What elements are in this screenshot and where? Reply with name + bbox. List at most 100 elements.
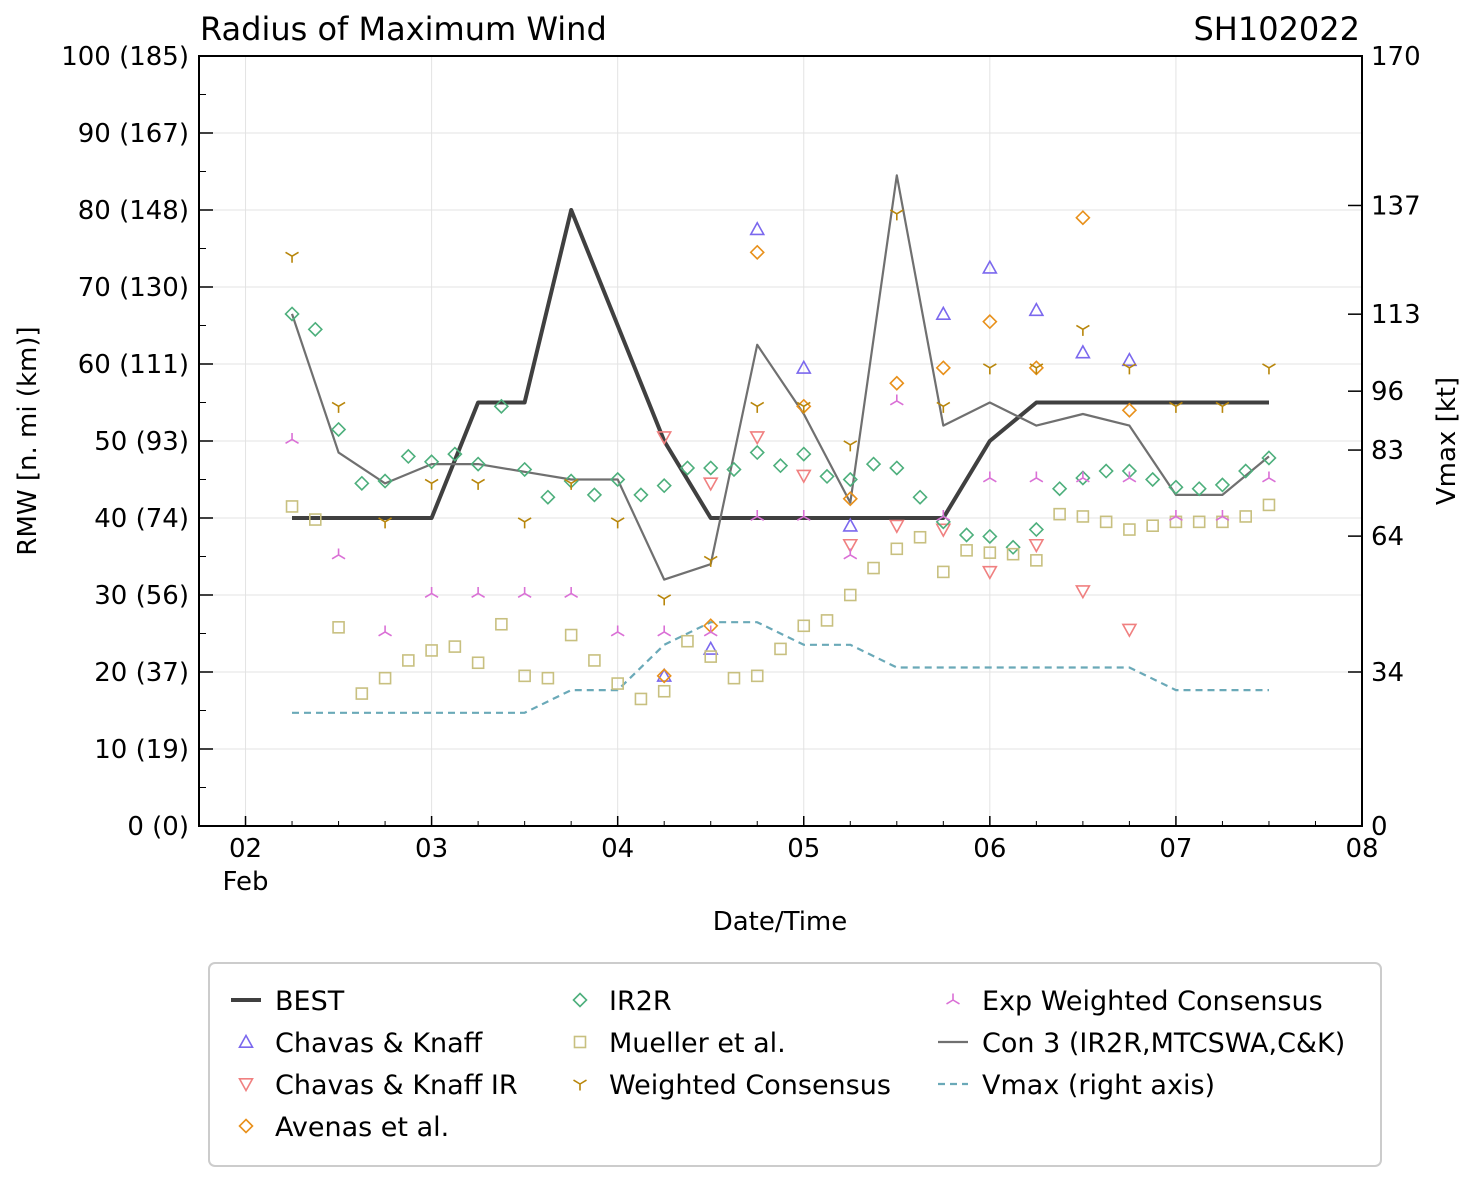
legend-items: BEST Chavas & Knaff Chavas & Knaff IR Avena… <box>231 986 1345 1143</box>
data-point-ir2r <box>889 460 905 476</box>
data-point-mueller-et-al <box>471 656 485 670</box>
data-point-exp-weighted-consensus <box>1169 509 1183 522</box>
data-point-exp-weighted-consensus <box>1262 471 1276 483</box>
data-point-ir2r <box>726 461 742 478</box>
data-point-weighted-consensus <box>796 401 811 413</box>
y-left-tick-label: 30 (56) <box>94 581 189 611</box>
series-line-vmax-right-axis <box>292 621 1269 714</box>
data-point-ir2r <box>865 456 882 472</box>
data-point-chavas-knaff-ir <box>749 431 766 446</box>
data-point-exp-weighted-consensus <box>843 548 858 560</box>
data-point-avenas-et-al <box>1075 210 1091 226</box>
data-point-chavas-knaff-ir <box>1075 585 1091 600</box>
data-point-mueller-et-al <box>1146 519 1159 533</box>
data-point-ir2r <box>912 489 928 505</box>
y-axis-right-label: Vmax [kt] <box>1432 377 1462 505</box>
y-axis-left-label: RMW [n. mi (km)] <box>13 326 43 555</box>
y-left-tick-label: 0 (0) <box>127 812 189 842</box>
data-point-exp-weighted-consensus <box>471 586 486 599</box>
data-point-exp-weighted-consensus <box>1215 509 1230 522</box>
x-tick-label: 02 <box>229 834 262 864</box>
data-point-mueller-et-al <box>750 669 764 683</box>
legend-label: Chavas & Knaff <box>275 1028 484 1059</box>
data-point-chavas-knaff <box>749 221 766 236</box>
data-point-mueller-et-al <box>425 644 438 657</box>
data-point-weighted-consensus <box>424 478 439 490</box>
data-point-mueller-et-al <box>1030 554 1043 567</box>
data-point-exp-weighted-consensus <box>378 625 392 637</box>
data-point-ir2r <box>1238 463 1254 479</box>
data-point-mueller-et-al <box>285 500 299 513</box>
legend: BEST Chavas & Knaff Chavas & Knaff IR Avena… <box>208 962 1382 1167</box>
data-point-chavas-knaff <box>981 259 998 274</box>
data-point-ir2r <box>819 468 835 485</box>
data-point-ir2r <box>1145 471 1161 488</box>
data-point-exp-weighted-consensus <box>703 625 718 637</box>
y-left-tick-label: 20 (37) <box>94 658 189 688</box>
data-point-weighted-consensus <box>378 517 392 529</box>
data-point-mueller-et-al <box>588 654 601 667</box>
data-point-weighted-consensus <box>936 401 951 413</box>
data-point-chavas-knaff-ir <box>981 565 998 581</box>
data-point-mueller-et-al <box>657 684 671 698</box>
series-chavas-knaff <box>656 221 1138 682</box>
data-point-weighted-consensus <box>1169 401 1183 413</box>
x-tick-sublabel: Feb <box>222 867 268 897</box>
y-left-tick-label: 60 (111) <box>78 350 189 380</box>
data-point-avenas-et-al <box>889 375 905 391</box>
data-point-ir2r <box>703 460 719 476</box>
data-point-mueller-et-al <box>355 687 369 700</box>
legend-item-chavas-knaff-ir: Chavas & Knaff IR <box>238 1070 518 1101</box>
data-point-ir2r <box>679 460 696 476</box>
data-point-ir2r <box>796 446 812 462</box>
y-right-tick-label: 34 <box>1371 658 1404 688</box>
legend-frame <box>208 962 1382 1167</box>
data-point-mueller-et-al <box>1192 515 1206 529</box>
legend-label: Mueller et al. <box>609 1028 786 1059</box>
legend-label: BEST <box>275 986 345 1017</box>
x-tick-label: 05 <box>787 834 820 864</box>
legend-swatch <box>238 1118 254 1134</box>
series-layer <box>284 174 1277 714</box>
data-point-weighted-consensus <box>889 209 904 221</box>
data-point-chavas-knaff-ir <box>1121 623 1138 638</box>
legend-item-best: BEST <box>231 986 345 1017</box>
data-point-mueller-et-al <box>727 671 741 685</box>
data-point-weighted-consensus <box>1215 401 1230 413</box>
data-point-mueller-et-al <box>1239 510 1252 523</box>
chart-title: Radius of Maximum Wind <box>200 10 607 48</box>
data-point-mueller-et-al <box>983 546 997 559</box>
x-axis-label: Date/Time <box>713 907 848 937</box>
data-point-exp-weighted-consensus <box>750 509 765 522</box>
storm-id: SH102022 <box>1193 10 1360 48</box>
data-point-chavas-knaff <box>656 667 673 682</box>
data-point-mueller-et-al <box>867 561 880 575</box>
data-point-mueller-et-al <box>843 588 857 602</box>
data-point-mueller-et-al <box>378 671 392 685</box>
series-line-best <box>292 208 1269 520</box>
data-point-mueller-et-al <box>634 692 648 706</box>
y-left-tick-label: 100 (185) <box>61 42 189 72</box>
data-point-ir2r <box>1051 481 1068 497</box>
data-point-chavas-knaff <box>1075 344 1091 359</box>
data-point-mueller-et-al <box>1123 523 1136 536</box>
data-point-mueller-et-al <box>774 642 787 656</box>
y-left-tick-label: 80 (148) <box>78 196 189 226</box>
legend-item-chavas-knaff: Chavas & Knaff <box>238 1028 484 1059</box>
y-left-tick-label: 70 (130) <box>78 273 189 303</box>
data-point-ir2r <box>284 306 300 322</box>
x-tick-label: 07 <box>1159 834 1192 864</box>
y-right-tick-label: 64 <box>1371 522 1404 552</box>
legend-item-exp-weighted-consensus: Exp Weighted Consensus <box>946 986 1323 1017</box>
y-left-tick-label: 40 (74) <box>94 504 189 534</box>
legend-swatch <box>238 1078 254 1093</box>
data-point-chavas-knaff-ir <box>1028 538 1045 554</box>
legend-item-con-3-ir2r-mtcswa-c-k: Con 3 (IR2R,MTCSWA,C&K) <box>938 1028 1345 1059</box>
data-point-ir2r <box>1005 539 1021 555</box>
data-point-mueller-et-al <box>1099 515 1113 529</box>
data-point-mueller-et-al <box>308 513 322 526</box>
data-point-mueller-et-al <box>890 542 904 556</box>
data-point-exp-weighted-consensus <box>796 509 811 522</box>
legend-item-avenas-et-al: Avenas et al. <box>238 1112 449 1143</box>
series-con-3-ir2r-mtcswa-c-k <box>290 174 1270 581</box>
